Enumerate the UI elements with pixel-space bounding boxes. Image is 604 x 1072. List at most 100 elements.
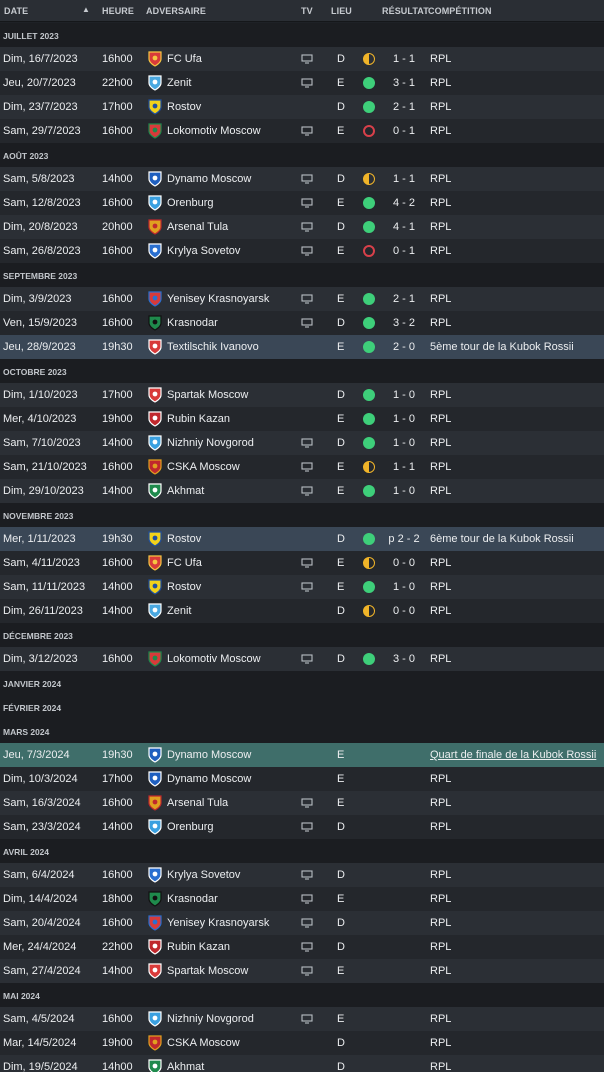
opponent-name[interactable]: Arsenal Tula [167,797,229,809]
tv-icon [301,894,313,904]
fixture-date: Ven, 15/9/2023 [3,317,78,329]
tv-icon [301,294,313,304]
opponent-name[interactable]: Krasnodar [167,893,218,905]
fixture-row[interactable]: Mer, 24/4/2024 22h00 Rubin Kazan D RPL [0,935,604,959]
column-header-venue[interactable]: LIEU [331,6,352,16]
fixture-row[interactable]: Sam, 16/3/2024 16h00 Arsenal Tula E RPL [0,791,604,815]
opponent-name[interactable]: Spartak Moscow [167,389,249,401]
fixture-row[interactable]: Sam, 5/8/2023 14h00 Dynamo Moscow D 1 - 1 RPL [0,167,604,191]
opponent-name[interactable]: Dynamo Moscow [167,773,252,785]
venue-indicator: E [337,893,345,905]
fixture-row[interactable]: Sam, 27/4/2024 14h00 Spartak Moscow E RPL [0,959,604,983]
fixture-row[interactable]: Dim, 1/10/2023 17h00 Spartak Moscow D 1 - 0 R… [0,383,604,407]
tv-icon [301,966,313,976]
fixture-row[interactable]: Sam, 20/4/2024 16h00 Yenisey Krasnoyarsk D R… [0,911,604,935]
sort-asc-icon[interactable]: ▲ [82,5,91,14]
fixture-row[interactable]: Mer, 4/10/2023 19h00 Rubin Kazan E 1 - 0 RPL [0,407,604,431]
fixture-date: Sam, 11/11/2023 [3,581,86,593]
fixture-row[interactable]: Jeu, 20/7/2023 22h00 Zenit E 3 - 1 RPL [0,71,604,95]
opponent-name[interactable]: Rubin Kazan [167,413,230,425]
opponent-name[interactable]: Arsenal Tula [167,221,229,233]
akhmat-badge [148,483,162,499]
dynamo-moscow-badge [148,171,162,187]
opponent-name[interactable]: Krylya Sovetov [167,245,241,257]
opponent-name[interactable]: Rostov [167,581,202,593]
opponent-name[interactable]: Dynamo Moscow [167,173,252,185]
opponent-name[interactable]: Rostov [167,533,202,545]
lokomotiv-moscow-badge [148,651,162,667]
fixture-row[interactable]: Sam, 11/11/2023 14h00 Rostov E 1 - 0 RPL [0,575,604,599]
column-header-competition[interactable]: COMPÉTITION [428,6,492,16]
tv-icon [301,174,313,184]
fixture-row[interactable]: Dim, 3/9/2023 16h00 Yenisey Krasnoyarsk E 2 … [0,287,604,311]
fixture-row[interactable]: Dim, 23/7/2023 17h00 Rostov D 2 - 1 RPL [0,95,604,119]
column-header-opponent[interactable]: ADVERSAIRE [146,6,207,16]
column-header-result[interactable]: RÉSULTAT [382,6,429,16]
fixture-row[interactable]: Dim, 26/11/2023 14h00 Zenit D 0 - 0 RPL [0,599,604,623]
opponent-name[interactable]: Akhmat [167,1061,205,1072]
fixture-date: Sam, 12/8/2023 [3,197,81,209]
fixture-row[interactable]: Jeu, 7/3/2024 19h30 Dynamo Moscow E Quart de… [0,743,604,767]
fixture-row[interactable]: Ven, 15/9/2023 16h00 Krasnodar D 3 - 2 RPL [0,311,604,335]
fixture-row[interactable]: Dim, 3/12/2023 16h00 Lokomotiv Moscow D 3 - … [0,647,604,671]
fixture-row[interactable]: Jeu, 28/9/2023 19h30 Textilschik Ivanovo E 2… [0,335,604,359]
fixture-row[interactable]: Dim, 20/8/2023 20h00 Arsenal Tula D 4 - 1 RPL [0,215,604,239]
opponent-name[interactable]: Yenisey Krasnoyarsk [167,293,270,305]
fixture-date: Jeu, 28/9/2023 [3,341,76,353]
opponent-name[interactable]: Dynamo Moscow [167,749,252,761]
fixture-row[interactable]: Sam, 23/3/2024 14h00 Orenburg D RPL [0,815,604,839]
tv-icon [301,438,313,448]
rubin-kazan-badge [148,939,162,955]
fixture-row[interactable]: Sam, 4/5/2024 16h00 Nizhniy Novgorod E RPL [0,1007,604,1031]
fixture-row[interactable]: Sam, 4/11/2023 16h00 FC Ufa E 0 - 0 RPL [0,551,604,575]
opponent-name[interactable]: Zenit [167,77,192,89]
opponent-name[interactable]: FC Ufa [167,557,202,569]
fixture-row[interactable]: Mar, 14/5/2024 19h00 CSKA Moscow D RPL [0,1031,604,1055]
venue-indicator: D [337,101,345,113]
opponent-name[interactable]: Yenisey Krasnoyarsk [167,917,270,929]
fixture-row[interactable]: Sam, 29/7/2023 16h00 Lokomotiv Moscow E 0 - … [0,119,604,143]
opponent-name[interactable]: Spartak Moscow [167,965,249,977]
opponent-name[interactable]: Textilschik Ivanovo [167,341,259,353]
competition-name: RPL [430,797,452,809]
opponent-name[interactable]: Nizhniy Novgorod [167,1013,254,1025]
fixture-time: 14h00 [102,1061,133,1072]
opponent-name[interactable]: Zenit [167,605,192,617]
competition-name: RPL [430,413,452,425]
opponent-name[interactable]: Orenburg [167,197,214,209]
score: 1 - 0 [392,437,415,449]
fixture-row[interactable]: Sam, 6/4/2024 16h00 Krylya Sovetov D RPL [0,863,604,887]
fixture-row[interactable]: Sam, 12/8/2023 16h00 Orenburg E 4 - 2 RPL [0,191,604,215]
opponent-name[interactable]: Krasnodar [167,317,218,329]
cska-moscow-badge [148,1035,162,1051]
column-header-time[interactable]: HEURE [102,6,135,16]
fixture-row[interactable]: Dim, 14/4/2024 18h00 Krasnodar E RPL [0,887,604,911]
fixture-row[interactable]: Sam, 21/10/2023 16h00 CSKA Moscow E 1 - 1 RPL [0,455,604,479]
textilschik-ivanovo-badge [148,339,162,355]
opponent-name[interactable]: Orenburg [167,821,214,833]
competition-name[interactable]: Quart de finale de la Kubok Rossii [430,749,597,761]
venue-indicator: E [337,965,345,977]
column-header-tv[interactable]: TV [301,6,313,16]
opponent-name[interactable]: Krylya Sovetov [167,869,241,881]
opponent-name[interactable]: Rubin Kazan [167,941,230,953]
fixture-row[interactable]: Dim, 16/7/2023 16h00 FC Ufa D 1 - 1 RPL [0,47,604,71]
opponent-name[interactable]: Lokomotiv Moscow [167,653,261,665]
fixture-row[interactable]: Dim, 10/3/2024 17h00 Dynamo Moscow E RPL [0,767,604,791]
fixture-row[interactable]: Dim, 19/5/2024 14h00 Akhmat D RPL [0,1055,604,1072]
fixture-row[interactable]: Sam, 7/10/2023 14h00 Nizhniy Novgorod D 1 - … [0,431,604,455]
opponent-name[interactable]: Akhmat [167,485,205,497]
fixture-time: 16h00 [102,53,133,65]
opponent-name[interactable]: CSKA Moscow [167,1037,240,1049]
fixture-time: 17h00 [102,101,133,113]
opponent-name[interactable]: CSKA Moscow [167,461,240,473]
column-header-date[interactable]: DATE [4,6,29,16]
opponent-name[interactable]: FC Ufa [167,53,202,65]
opponent-name[interactable]: Rostov [167,101,202,113]
fixture-row[interactable]: Sam, 26/8/2023 16h00 Krylya Sovetov E 0 - 1 R… [0,239,604,263]
fixture-row[interactable]: Dim, 29/10/2023 14h00 Akhmat E 1 - 0 RPL [0,479,604,503]
opponent-name[interactable]: Lokomotiv Moscow [167,125,261,137]
opponent-name[interactable]: Nizhniy Novgorod [167,437,254,449]
fixture-time: 14h00 [102,437,133,449]
